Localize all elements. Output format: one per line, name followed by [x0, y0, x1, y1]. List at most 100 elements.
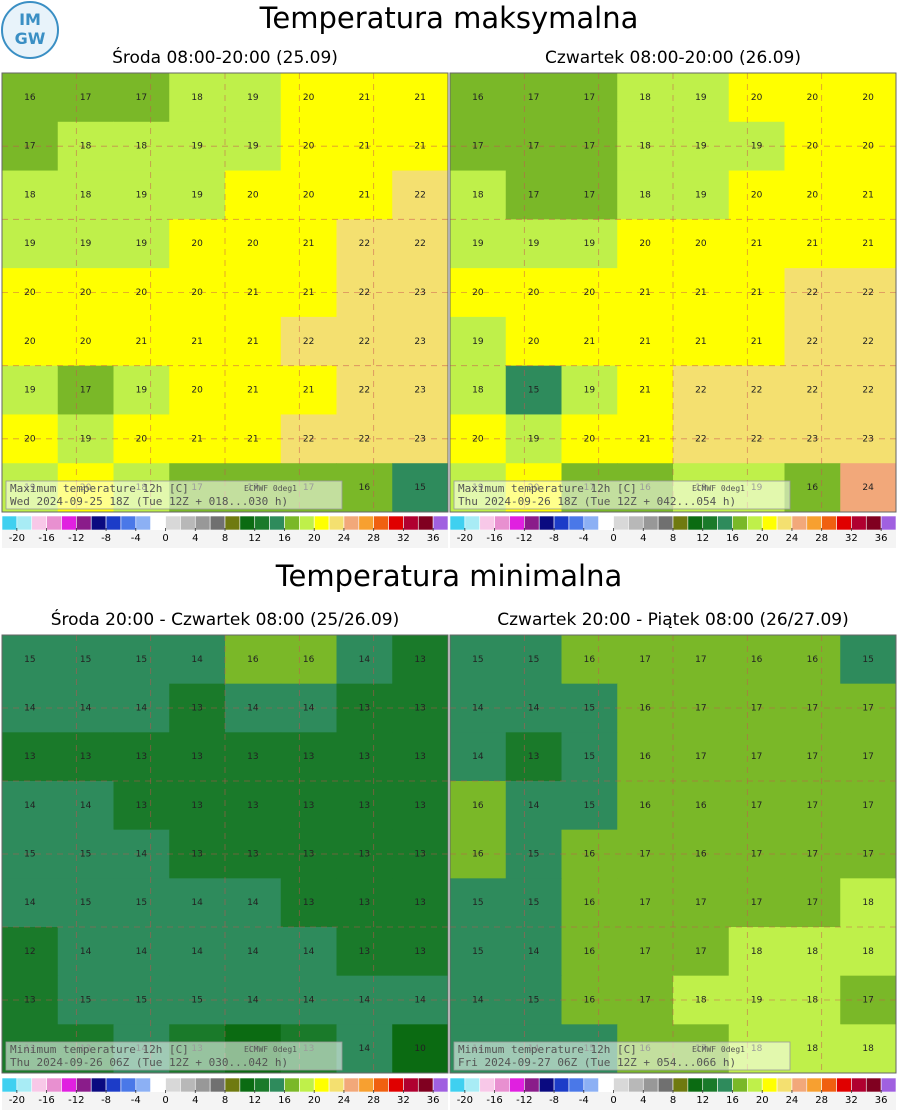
temperature-value: 22: [751, 434, 762, 444]
colorbar-label: 20: [308, 1095, 321, 1106]
temperature-value: 16: [472, 801, 484, 811]
temperature-value: 20: [24, 434, 36, 444]
temperature-value: 23: [414, 434, 425, 444]
colorbar-box: [583, 1077, 599, 1093]
temperature-value: 13: [191, 850, 202, 860]
temperature-value: 21: [247, 288, 258, 298]
colorbar-label: 16: [278, 1095, 291, 1106]
temperature-value: 13: [359, 752, 370, 762]
temperature-cell: [450, 732, 507, 782]
temperature-cell: [280, 635, 337, 685]
colorbar-box: [31, 515, 47, 531]
temperature-value: 20: [24, 288, 36, 298]
temperature-value: 22: [807, 337, 818, 347]
temperature-cell: [728, 170, 785, 220]
temperature-value: 14: [359, 1044, 371, 1054]
temperature-value: 17: [807, 752, 818, 762]
temperature-cell: [450, 781, 507, 831]
temperature-value: 18: [807, 1044, 819, 1054]
logo: IM GW: [1, 1, 59, 59]
colorbar-box: [761, 1077, 778, 1093]
colorbar-label: -16: [38, 533, 54, 544]
temperature-cell: [57, 73, 114, 123]
colorbar-label: 8: [222, 533, 228, 544]
temperature-cell: [336, 73, 393, 123]
temperature-value: 20: [191, 386, 203, 396]
temperature-cell: [392, 170, 449, 220]
colorbar-label: -16: [486, 533, 502, 544]
temperature-cell: [169, 170, 226, 220]
temperature-cell: [728, 927, 785, 977]
temperature-value: 10: [414, 1044, 426, 1054]
temperature-cell: [225, 316, 282, 367]
colorbar-box: [776, 515, 793, 531]
temperature-value: 15: [191, 996, 202, 1006]
temperature-cell: [617, 635, 674, 685]
temperature-cell: [617, 878, 674, 928]
temperature-cell: [280, 73, 337, 123]
colorbar-box: [150, 515, 166, 531]
temperature-cell: [336, 1024, 393, 1074]
temperature-value: 19: [24, 386, 36, 396]
colorbar-label: 24: [338, 533, 351, 544]
colorbar-box: [432, 1077, 449, 1093]
temperature-cell: [336, 635, 393, 685]
colorbar-box: [464, 515, 481, 531]
temperature-cell: [784, 463, 841, 513]
temperature-value: 13: [303, 801, 314, 811]
colorbar-box: [105, 515, 122, 531]
colorbar-box: [403, 1077, 419, 1093]
colorbar-box: [851, 1077, 867, 1093]
temperature-value: 21: [414, 93, 425, 103]
temperature-cell: [617, 219, 674, 269]
temperature-cell: [840, 1024, 897, 1074]
temperature-value: 16: [639, 704, 651, 714]
temperature-value: 21: [862, 239, 873, 249]
temperature-cell: [225, 635, 282, 685]
colorbar-bg: [450, 1092, 896, 1110]
colorbar-box: [865, 1077, 882, 1093]
colorbar-label: -16: [38, 1095, 54, 1106]
colorbar-box: [509, 515, 525, 531]
temperature-value: 22: [695, 434, 706, 444]
temperature-cell: [617, 170, 674, 220]
temperature-value: 17: [80, 93, 91, 103]
temperature-value: 19: [472, 239, 484, 249]
temperature-value: 18: [80, 142, 92, 152]
colorbar-label: 0: [610, 533, 616, 544]
temperature-cell: [57, 219, 114, 269]
colorbar-label: -20: [457, 533, 473, 544]
temperature-value: 17: [24, 142, 35, 152]
panel-subtitle: Środa 20:00 - Czwartek 08:00 (25/26.09): [51, 608, 400, 630]
temperature-cell: [169, 878, 226, 928]
temperature-value: 13: [359, 898, 370, 908]
temperature-value: 21: [751, 288, 762, 298]
colorbar-label: 4: [192, 533, 198, 544]
temperature-value: 22: [303, 434, 314, 444]
colorbar-box: [388, 1077, 404, 1093]
colorbar-label: 12: [248, 533, 261, 544]
temperature-value: 17: [695, 704, 706, 714]
temperature-cell: [561, 170, 618, 220]
temperature-cell: [617, 927, 674, 977]
logo-text: IM: [19, 10, 41, 29]
temperature-cell: [561, 732, 618, 782]
colorbar-box: [642, 1077, 659, 1093]
temperature-value: 20: [584, 434, 596, 444]
temperature-cell: [392, 781, 449, 831]
temperature-cell: [113, 878, 170, 928]
temperature-value: 14: [528, 801, 540, 811]
temperature-value: 23: [414, 386, 425, 396]
temperature-cell: [113, 170, 170, 220]
colorbar-box: [553, 1077, 570, 1093]
temperature-value: 15: [528, 655, 539, 665]
colorbar-box: [687, 1077, 704, 1093]
temperature-value: 22: [414, 190, 425, 200]
temperature-value: 13: [359, 801, 370, 811]
temperature-value: 19: [584, 239, 596, 249]
colorbar-box: [180, 1077, 196, 1093]
temperature-value: 16: [639, 801, 651, 811]
temperature-value: 21: [191, 434, 202, 444]
temperature-cell: [113, 927, 170, 977]
temperature-value: 19: [136, 239, 148, 249]
